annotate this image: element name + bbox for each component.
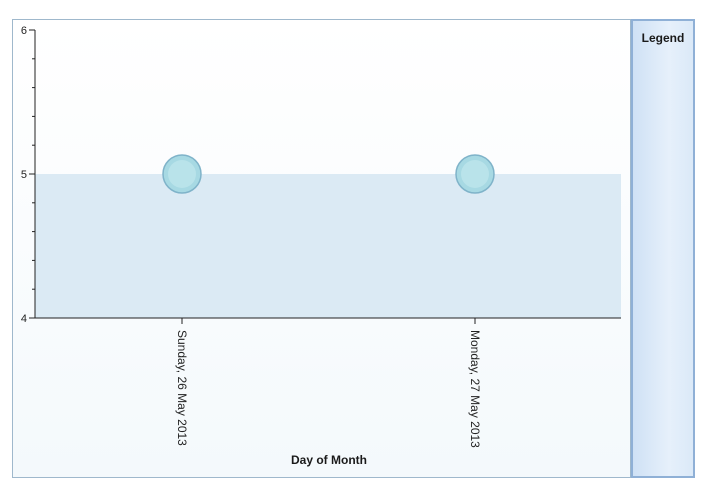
legend-title: Legend bbox=[641, 31, 685, 45]
data-point-highlight bbox=[461, 160, 489, 188]
x-axis-title: Day of Month bbox=[291, 453, 367, 467]
x-category-label: Monday, 27 May 2013 bbox=[468, 330, 482, 448]
label-layer: 4 5 6 Sunday, 26 May 2013 Monday, 27 May 201… bbox=[21, 25, 482, 448]
area-fill bbox=[35, 174, 621, 318]
y-tick-label: 6 bbox=[21, 25, 27, 37]
x-category-label: Sunday, 26 May 2013 bbox=[175, 330, 189, 446]
legend-panel: Legend bbox=[631, 19, 695, 478]
axis-layer bbox=[29, 29, 621, 324]
plot-layer bbox=[35, 154, 621, 318]
data-point-highlight bbox=[168, 160, 196, 188]
y-tick-label: 5 bbox=[21, 169, 27, 181]
y-tick-label: 4 bbox=[21, 313, 27, 325]
